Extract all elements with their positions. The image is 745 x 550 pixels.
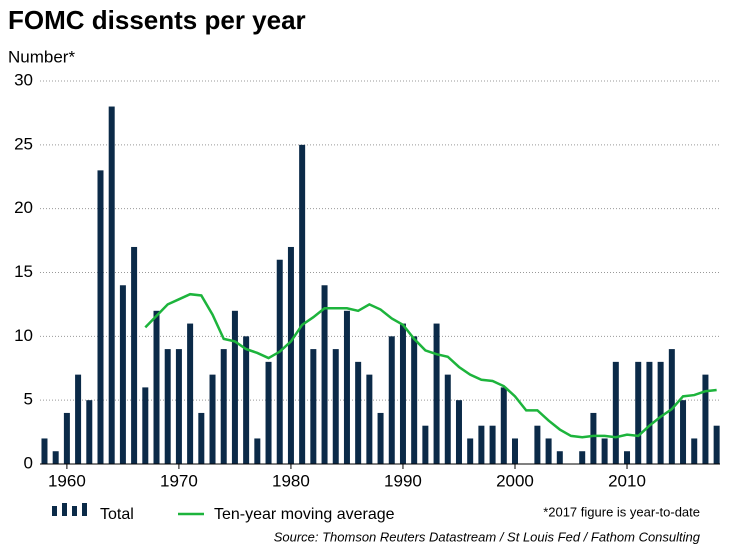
bar	[366, 374, 373, 464]
bar	[489, 425, 496, 464]
bar	[187, 323, 194, 464]
bar	[612, 361, 619, 464]
note: *2017 figure is year-to-date	[543, 504, 700, 519]
bar	[511, 438, 518, 464]
bar	[399, 323, 406, 464]
y-tick-label: 5	[24, 390, 33, 409]
legend-swatch	[82, 503, 87, 516]
legend-label: Total	[100, 506, 134, 523]
bar	[635, 361, 642, 464]
bar	[276, 259, 283, 464]
bar	[500, 387, 507, 464]
y-tick-label: 20	[14, 198, 33, 217]
y-tick-label: 30	[14, 70, 33, 89]
bar	[164, 349, 171, 464]
legend-swatch	[72, 506, 77, 516]
bar	[343, 310, 350, 464]
x-tick-label: 1960	[48, 471, 86, 490]
bar	[209, 374, 216, 464]
bar	[175, 349, 182, 464]
bar	[254, 438, 261, 464]
bar	[355, 361, 362, 464]
bar	[287, 246, 294, 464]
bar	[478, 425, 485, 464]
bar	[590, 412, 597, 464]
bar	[153, 310, 160, 464]
y-tick-label: 15	[14, 262, 33, 281]
bar	[86, 400, 93, 464]
bar	[601, 438, 608, 464]
bar	[377, 412, 384, 464]
y-tick-label: 0	[24, 453, 33, 472]
x-tick-label: 1970	[160, 471, 198, 490]
x-tick-label: 2000	[496, 471, 534, 490]
x-tick-label: 1990	[384, 471, 422, 490]
bar	[310, 349, 317, 464]
bar	[624, 451, 631, 464]
bar	[119, 285, 126, 464]
bar	[713, 425, 720, 464]
bar	[556, 451, 563, 464]
bar	[41, 438, 48, 464]
bar	[231, 310, 238, 464]
bar	[63, 412, 70, 464]
bar	[388, 336, 395, 464]
bar	[411, 336, 418, 464]
bar	[680, 400, 687, 464]
bar	[668, 349, 675, 464]
line	[144, 292, 717, 439]
bar	[332, 349, 339, 464]
legend-swatch	[52, 506, 57, 516]
bar	[467, 438, 474, 464]
bar	[455, 400, 462, 464]
bar	[52, 451, 59, 464]
bar	[433, 323, 440, 464]
bar	[97, 170, 104, 464]
bar	[131, 246, 138, 464]
bar	[534, 425, 541, 464]
bar	[321, 285, 328, 464]
y-tick-label: 25	[14, 134, 33, 153]
chart-title: FOMC dissents per year	[8, 5, 306, 35]
bar	[657, 361, 664, 464]
bar	[198, 412, 205, 464]
bar	[108, 106, 115, 465]
bar	[265, 361, 272, 464]
legend-swatch	[62, 503, 67, 516]
bar	[299, 144, 306, 465]
bar	[142, 387, 149, 464]
x-tick-label: 1980	[272, 471, 310, 490]
y-axis-label: Number*	[8, 47, 75, 66]
bar	[75, 374, 82, 464]
bar	[646, 361, 653, 464]
bar	[220, 349, 227, 464]
bar	[243, 336, 250, 464]
bar	[691, 438, 698, 464]
bar	[579, 451, 586, 464]
bar	[702, 374, 709, 464]
bar	[422, 425, 429, 464]
y-tick-label: 10	[14, 326, 33, 345]
legend-label: Ten-year moving average	[214, 506, 395, 523]
bar	[444, 374, 451, 464]
bar	[545, 438, 552, 464]
x-tick-label: 2010	[608, 471, 646, 490]
source: Source: Thomson Reuters Datastream / St …	[274, 529, 701, 544]
